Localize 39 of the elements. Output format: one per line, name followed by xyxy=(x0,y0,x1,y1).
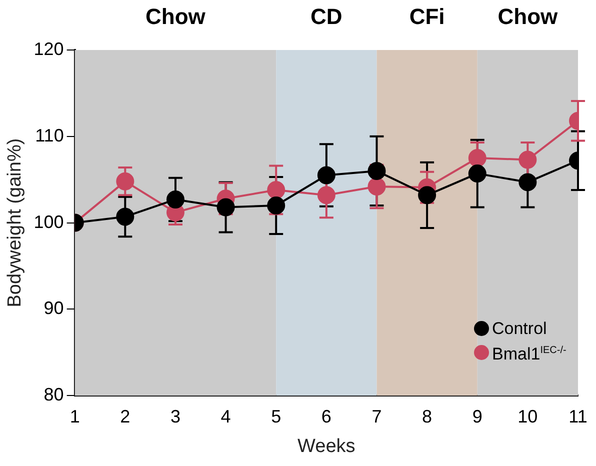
y-tick-label: 80 xyxy=(44,384,64,405)
band-label: Chow xyxy=(146,4,206,30)
y-tick-label: 100 xyxy=(34,212,64,232)
point xyxy=(116,172,134,190)
x-tick-label: 9 xyxy=(472,406,482,426)
point xyxy=(317,166,336,184)
point xyxy=(368,178,386,196)
x-tick-label: 10 xyxy=(518,406,538,426)
x-tick-label: 4 xyxy=(220,406,231,426)
point xyxy=(216,198,235,216)
point xyxy=(317,186,336,204)
point xyxy=(468,149,486,167)
y-tick-label: 90 xyxy=(44,298,64,318)
point xyxy=(368,162,386,180)
x-tick-label: 3 xyxy=(170,406,180,426)
y-axis-title: Bodyweight (gain%) xyxy=(4,138,26,308)
x-tick-label: 6 xyxy=(321,406,332,426)
band-label: Chow xyxy=(498,4,559,30)
point xyxy=(267,180,286,199)
x-tick-label: 5 xyxy=(271,406,282,426)
x-axis-title: Weeks xyxy=(298,436,356,457)
band-label: CFi xyxy=(409,4,445,30)
legend-label: Control xyxy=(492,318,547,340)
point xyxy=(166,190,184,208)
point xyxy=(418,186,436,204)
legend-label: Bmal1$^{IEC-/-}$ xyxy=(492,343,566,366)
x-tick-label: 11 xyxy=(568,406,588,426)
y-tick-label: 110 xyxy=(35,125,64,146)
point xyxy=(518,173,537,192)
y-tick-label: 120 xyxy=(34,38,64,59)
x-tick-label: 8 xyxy=(422,406,432,426)
point xyxy=(518,150,537,169)
band-label: CD xyxy=(310,4,342,30)
point xyxy=(116,208,134,226)
point xyxy=(468,164,486,183)
point xyxy=(267,196,286,215)
x-tick-label: 2 xyxy=(120,406,130,426)
x-tick-label: 1 xyxy=(70,406,80,426)
x-tick-label: 7 xyxy=(372,406,382,426)
